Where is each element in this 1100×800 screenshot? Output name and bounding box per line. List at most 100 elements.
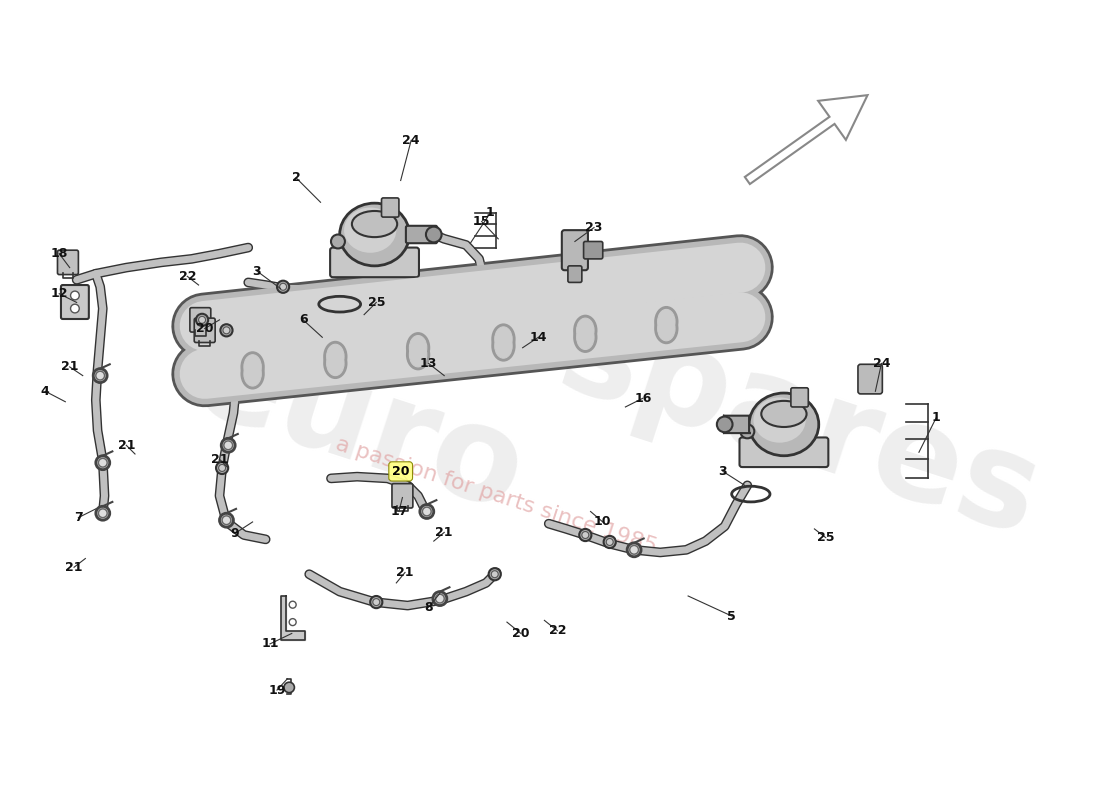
Circle shape: [279, 283, 287, 290]
Text: 23: 23: [585, 221, 603, 234]
Text: 1: 1: [486, 206, 495, 219]
Ellipse shape: [576, 318, 594, 342]
Ellipse shape: [492, 331, 515, 361]
Ellipse shape: [352, 211, 397, 237]
Ellipse shape: [749, 393, 818, 456]
Circle shape: [422, 507, 431, 516]
Text: 21: 21: [211, 453, 228, 466]
Text: 19: 19: [268, 683, 286, 697]
Text: 22: 22: [178, 270, 196, 283]
FancyBboxPatch shape: [739, 438, 828, 467]
Circle shape: [220, 324, 232, 337]
Circle shape: [219, 465, 225, 471]
FancyBboxPatch shape: [382, 198, 399, 217]
Circle shape: [216, 462, 228, 474]
Circle shape: [488, 568, 501, 580]
FancyBboxPatch shape: [791, 388, 808, 407]
FancyBboxPatch shape: [60, 285, 89, 319]
Circle shape: [606, 538, 613, 546]
Ellipse shape: [495, 327, 513, 351]
Text: 21: 21: [60, 361, 78, 374]
Circle shape: [284, 682, 295, 693]
Text: 24: 24: [403, 134, 420, 147]
Text: 17: 17: [390, 505, 408, 518]
Circle shape: [604, 536, 616, 548]
Circle shape: [221, 438, 235, 452]
Text: 15: 15: [473, 215, 491, 228]
Text: 14: 14: [529, 330, 547, 344]
Circle shape: [277, 281, 289, 293]
Circle shape: [433, 592, 447, 606]
Text: 25: 25: [817, 531, 835, 544]
Text: 5: 5: [727, 610, 736, 622]
FancyBboxPatch shape: [330, 247, 419, 277]
Circle shape: [220, 514, 233, 527]
Ellipse shape: [241, 352, 264, 382]
Text: 8: 8: [425, 601, 433, 614]
Ellipse shape: [654, 314, 678, 343]
Circle shape: [98, 509, 107, 518]
Ellipse shape: [241, 359, 264, 389]
Ellipse shape: [327, 351, 344, 376]
Text: 21: 21: [396, 566, 414, 579]
Text: 24: 24: [872, 357, 890, 370]
Ellipse shape: [244, 354, 262, 379]
Text: 13: 13: [420, 357, 437, 370]
Circle shape: [426, 226, 441, 242]
Ellipse shape: [654, 307, 678, 337]
Ellipse shape: [761, 401, 806, 427]
Polygon shape: [282, 596, 305, 639]
Text: 16: 16: [634, 392, 651, 405]
Ellipse shape: [324, 342, 346, 371]
Text: 25: 25: [367, 296, 385, 309]
FancyBboxPatch shape: [858, 364, 882, 394]
FancyBboxPatch shape: [190, 308, 211, 332]
Circle shape: [96, 456, 110, 470]
Ellipse shape: [492, 324, 515, 354]
Circle shape: [629, 546, 638, 554]
Circle shape: [740, 424, 755, 438]
Ellipse shape: [754, 398, 805, 442]
Circle shape: [98, 458, 107, 467]
FancyBboxPatch shape: [584, 242, 603, 259]
Text: 21: 21: [118, 438, 135, 452]
Text: a passion for parts since 1985: a passion for parts since 1985: [333, 434, 660, 558]
FancyBboxPatch shape: [568, 266, 582, 282]
Text: 3: 3: [718, 465, 727, 478]
Circle shape: [331, 234, 345, 249]
Circle shape: [94, 369, 107, 382]
Ellipse shape: [495, 334, 513, 358]
Text: 21: 21: [65, 561, 82, 574]
Text: 2: 2: [292, 171, 300, 184]
Text: 9: 9: [231, 526, 240, 540]
Text: 6: 6: [299, 314, 307, 326]
Text: 1: 1: [932, 411, 940, 424]
Circle shape: [96, 506, 110, 520]
Circle shape: [70, 304, 79, 313]
Ellipse shape: [244, 362, 262, 386]
Circle shape: [371, 596, 383, 608]
Ellipse shape: [407, 340, 429, 370]
Text: 11: 11: [262, 638, 278, 650]
FancyBboxPatch shape: [723, 416, 751, 433]
Circle shape: [222, 516, 231, 525]
Ellipse shape: [407, 333, 429, 362]
Circle shape: [627, 543, 641, 557]
FancyBboxPatch shape: [57, 250, 78, 274]
FancyBboxPatch shape: [392, 484, 412, 508]
Ellipse shape: [409, 335, 427, 360]
Text: spares: spares: [544, 289, 1055, 563]
Text: 12: 12: [51, 287, 68, 300]
Circle shape: [420, 505, 433, 518]
Circle shape: [196, 314, 208, 326]
Ellipse shape: [409, 342, 427, 367]
Text: 18: 18: [51, 247, 68, 260]
Circle shape: [373, 598, 380, 606]
Circle shape: [223, 327, 230, 334]
Text: 22: 22: [549, 624, 566, 638]
Ellipse shape: [327, 344, 344, 369]
Circle shape: [70, 291, 79, 300]
Ellipse shape: [574, 322, 596, 352]
Text: 4: 4: [41, 385, 50, 398]
Ellipse shape: [340, 203, 409, 266]
